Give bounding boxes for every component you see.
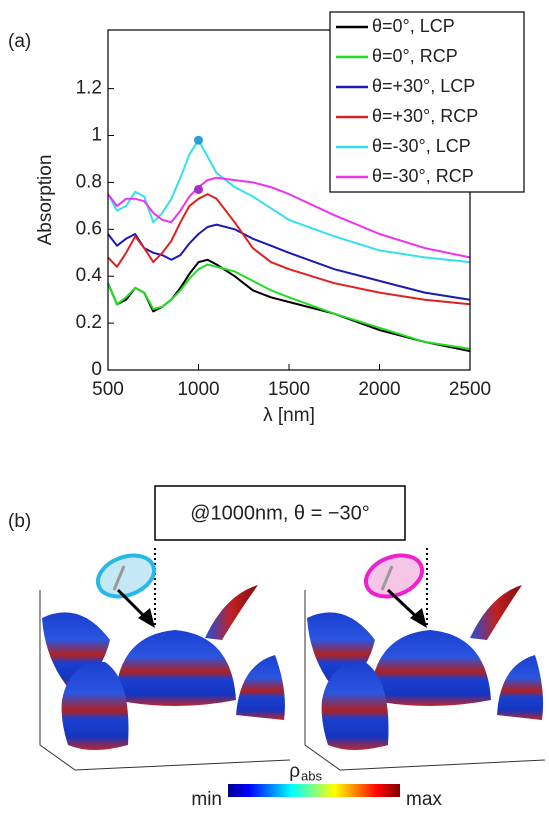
dome [497, 655, 544, 720]
dome [370, 630, 491, 706]
colorbar-subscript: abs [301, 768, 322, 783]
dome [236, 655, 285, 720]
colorbar-max: max [406, 789, 442, 810]
render-right [304, 548, 546, 771]
dome [321, 661, 389, 750]
series-line [107, 223, 471, 301]
legend-label: θ=+30°, RCP [372, 106, 478, 126]
x-tick-label: 500 [92, 379, 124, 400]
panel-label: (b) [8, 511, 31, 532]
x-tick-label: 2000 [358, 379, 400, 400]
x-tick-label: 1000 [177, 379, 219, 400]
arrow-head [138, 608, 155, 628]
axis-frame [39, 590, 291, 771]
y-tick-label: 0.6 [76, 218, 102, 239]
legend-label: θ=-30°, RCP [372, 166, 474, 186]
plot-area: 0 0.2 0.4 0.6 0.8 1 1.2 500 1000 1500 2000 2500 λ [n… [35, 11, 525, 426]
polarization-axis [380, 565, 394, 591]
polarization-axis [112, 565, 126, 591]
dome [205, 585, 258, 640]
x-axis-label: λ [nm] [263, 405, 315, 426]
y-tick-label: 1 [91, 125, 102, 146]
colorbar [228, 784, 400, 797]
legend-label: θ=0°, LCP [372, 16, 455, 36]
annotation-box [154, 485, 406, 541]
legend-box [329, 11, 525, 193]
y-tick-label: 0.8 [76, 171, 102, 192]
y-tick-label: 0.4 [76, 265, 103, 286]
x-tick-label: 2500 [449, 379, 491, 400]
series-line [107, 193, 471, 306]
legend-label: θ=0°, RCP [372, 46, 458, 66]
polarization-ellipse [95, 553, 157, 599]
dome [61, 661, 129, 750]
render-left [39, 548, 291, 771]
annotation: @1000nm, θ = −30° [190, 502, 370, 524]
series-line [107, 263, 471, 350]
colorbar-min: min [191, 789, 222, 810]
dome [470, 585, 522, 640]
legend-label: θ=-30°, LCP [372, 136, 471, 156]
colorbar-symbol: ρ [289, 761, 300, 782]
polarization-ellipse [363, 553, 425, 599]
y-tick-label: 1.2 [76, 78, 102, 99]
x-tick-label: 1500 [268, 379, 310, 400]
y-tick-label: 0 [91, 359, 102, 380]
marker [194, 135, 203, 145]
dome [115, 630, 236, 706]
plot-frame [107, 29, 471, 371]
axis-frame [304, 590, 546, 771]
arrow-head [410, 608, 427, 628]
y-axis-label: Absorption [35, 155, 56, 246]
y-tick-label: 0.2 [76, 312, 102, 333]
panel-label: (a) [8, 31, 31, 52]
legend-label: θ=+30°, LCP [372, 76, 475, 96]
marker [194, 184, 203, 194]
